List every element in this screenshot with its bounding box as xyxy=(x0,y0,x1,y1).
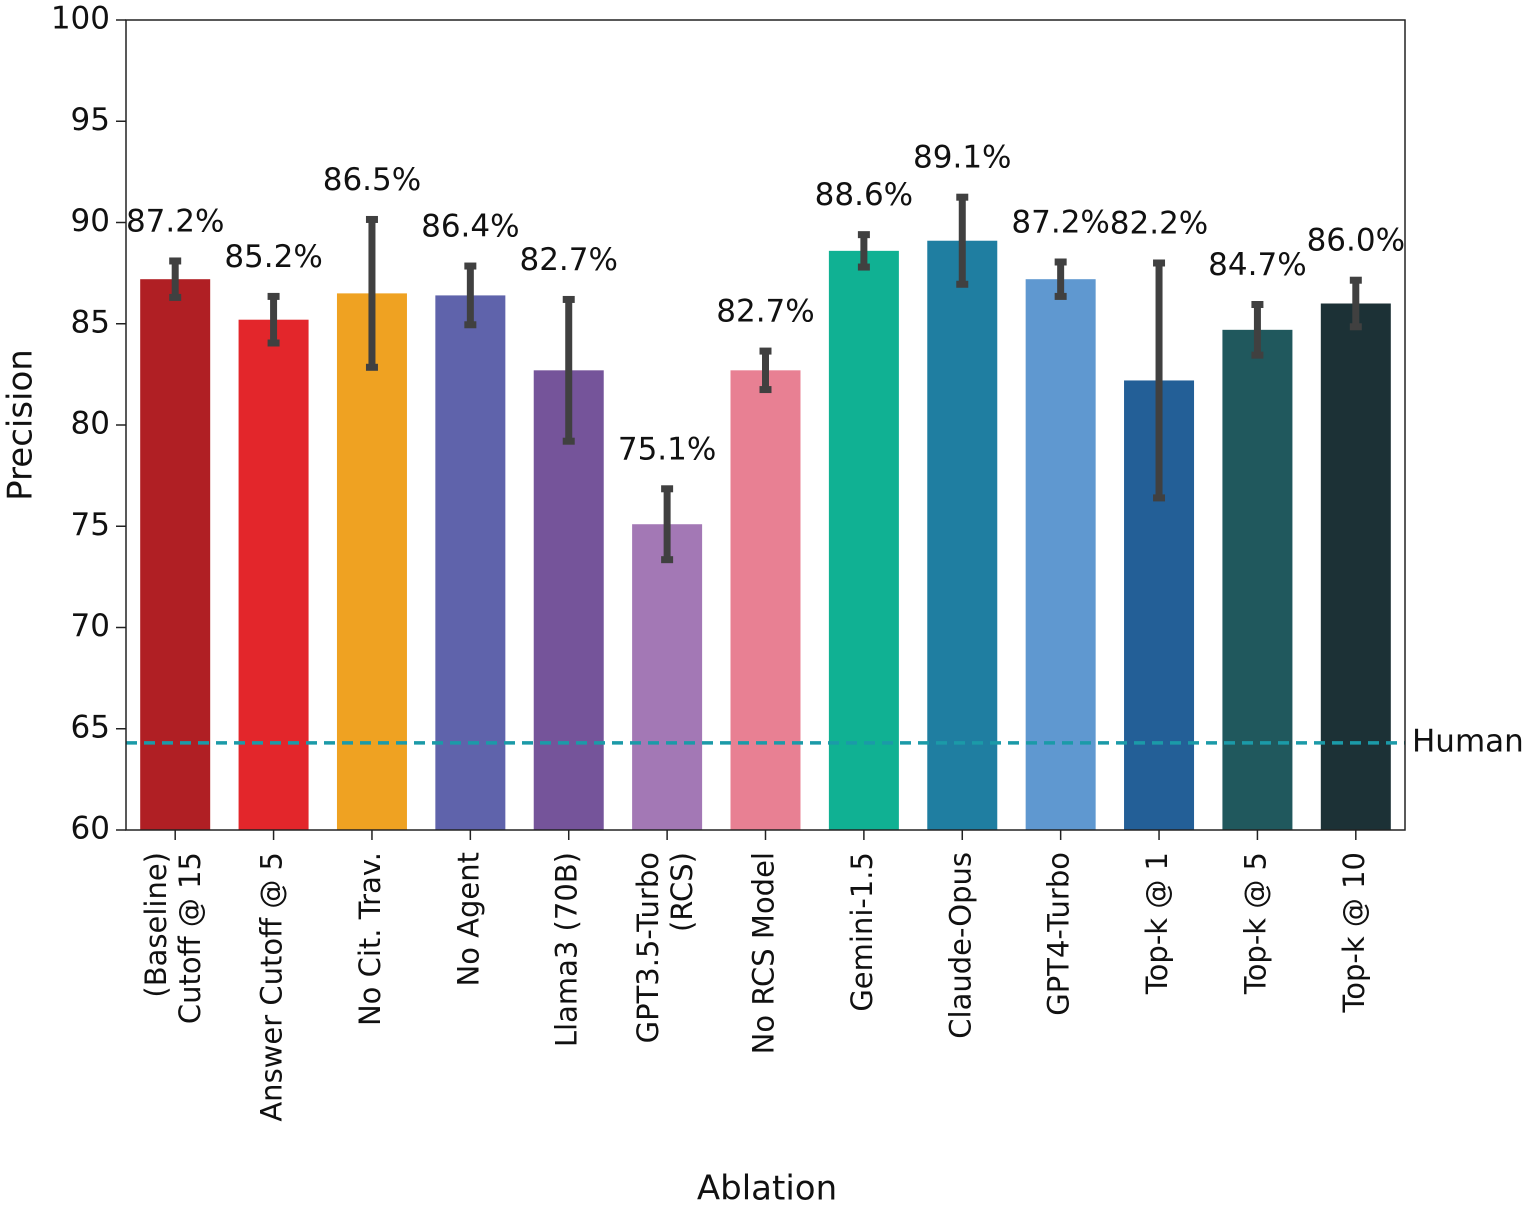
x-tick-label: (Baseline)Cutoff @ 15 xyxy=(139,852,207,1024)
value-label: 84.7% xyxy=(1208,247,1306,283)
x-axis-label: Ablation xyxy=(697,1169,837,1209)
value-label: 85.2% xyxy=(224,239,322,275)
value-label: 75.1% xyxy=(618,431,716,467)
value-label: 86.0% xyxy=(1307,223,1405,259)
y-tick-label: 80 xyxy=(71,406,110,442)
value-label: 86.5% xyxy=(323,162,421,198)
bar xyxy=(140,279,211,830)
bar xyxy=(238,319,309,830)
x-tick-label: GPT3.5-Turbo(RCS) xyxy=(631,852,699,1043)
value-label: 88.6% xyxy=(815,177,913,213)
plot-frame xyxy=(125,19,1406,831)
bar xyxy=(336,293,407,830)
x-tick-label: Top-k @ 10 xyxy=(1337,852,1371,1014)
bar xyxy=(435,295,506,830)
x-tick-label: GPT4-Turbo xyxy=(1042,852,1076,1016)
x-tick-label: Answer Cutoff @ 5 xyxy=(255,852,289,1122)
value-label: 82.2% xyxy=(1110,206,1208,242)
x-tick-label: No RCS Model xyxy=(747,852,781,1054)
value-label: 87.2% xyxy=(1011,204,1109,240)
bar xyxy=(927,240,998,831)
x-tick-label: No Agent xyxy=(451,852,485,987)
x-tick-label: Claude-Opus xyxy=(943,852,977,1039)
value-label: 87.2% xyxy=(126,203,224,239)
bar xyxy=(730,370,801,830)
value-label: 89.1% xyxy=(913,140,1011,176)
y-tick-label: 60 xyxy=(71,811,110,847)
bar xyxy=(1320,303,1391,830)
bar xyxy=(533,370,604,830)
value-label: 82.7% xyxy=(519,242,617,278)
y-tick-label: 90 xyxy=(71,203,110,239)
y-tick-label: 70 xyxy=(71,608,110,644)
y-tick-label: 75 xyxy=(71,507,110,543)
y-axis-label: Precision xyxy=(1,349,41,501)
y-tick-label: 65 xyxy=(71,709,110,745)
value-label: 86.4% xyxy=(421,209,519,245)
y-tick-label: 100 xyxy=(51,1,110,37)
x-tick-label: Gemini-1.5 xyxy=(845,852,879,1012)
bar xyxy=(1222,329,1293,830)
y-tick-label: 95 xyxy=(71,102,110,138)
y-tick-label: 85 xyxy=(71,304,110,340)
x-tick-label: Llama3 (70B) xyxy=(550,852,584,1047)
bar xyxy=(1025,279,1096,830)
value-label: 82.7% xyxy=(716,294,814,330)
x-tick-label: No Cit. Trav. xyxy=(353,852,387,1026)
x-tick-label: Top-k @ 5 xyxy=(1238,852,1272,995)
bar xyxy=(828,250,899,831)
reference-label: Human xyxy=(1412,723,1524,759)
x-tick-label: Top-k @ 1 xyxy=(1140,852,1174,995)
bar xyxy=(632,524,703,830)
